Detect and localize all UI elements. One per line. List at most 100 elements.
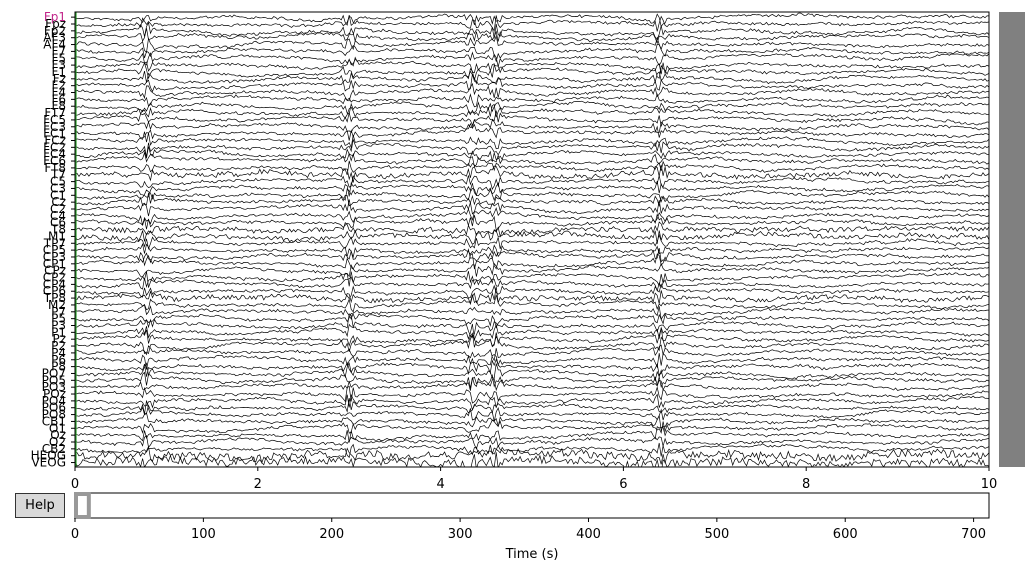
channel-label-CB1[interactable]: CB1: [42, 414, 66, 428]
channel-label-FCz[interactable]: FCz: [44, 133, 66, 147]
channel-label-PO4[interactable]: PO4: [42, 394, 66, 408]
channel-trace-PO3: [75, 376, 989, 392]
channel-trace-O1: [75, 417, 989, 434]
channel-label-F1[interactable]: F1: [51, 65, 66, 79]
channel-label-TP7[interactable]: TP7: [43, 236, 66, 250]
channel-label-Pz[interactable]: Pz: [52, 332, 66, 346]
channel-label-FT8[interactable]: FT8: [44, 161, 66, 175]
overview-xtick-label-500: 500: [704, 527, 729, 542]
channel-label-FC3[interactable]: FC3: [43, 120, 66, 134]
channel-label-Fpz[interactable]: Fpz: [45, 17, 66, 31]
channel-trace-FCz: [75, 132, 989, 150]
channel-trace-PO7: [75, 362, 989, 382]
channel-trace-PO5: [75, 371, 989, 389]
channel-label-P1[interactable]: P1: [51, 325, 66, 339]
channel-label-C3[interactable]: C3: [50, 181, 66, 195]
channel-label-FC1[interactable]: FC1: [43, 127, 66, 141]
channel-label-C5[interactable]: C5: [50, 175, 66, 189]
channel-trace-C3: [75, 180, 989, 198]
channel-label-M1[interactable]: M1: [48, 229, 66, 243]
channel-label-P5[interactable]: P5: [51, 312, 66, 326]
channel-label-CPz[interactable]: CPz: [44, 264, 66, 278]
channel-label-F3[interactable]: F3: [51, 58, 66, 72]
channel-label-C2[interactable]: C2: [50, 202, 66, 216]
channel-trace-P3: [75, 313, 989, 338]
channel-label-T7[interactable]: T7: [50, 168, 66, 182]
channel-label-PO5[interactable]: PO5: [42, 373, 66, 387]
channel-label-F8[interactable]: F8: [51, 99, 66, 113]
channel-label-FT7[interactable]: FT7: [44, 106, 66, 120]
channel-trace-C4: [75, 207, 989, 226]
channel-label-P3[interactable]: P3: [51, 318, 66, 332]
channel-label-M2[interactable]: M2: [48, 298, 66, 312]
channel-label-AF3[interactable]: AF3: [43, 31, 66, 45]
channel-label-P8[interactable]: P8: [51, 360, 66, 374]
channel-label-P7[interactable]: P7: [51, 305, 66, 319]
channel-trace-CB2: [75, 442, 989, 459]
channel-label-VEOG[interactable]: VEOG: [31, 456, 66, 470]
channel-trace-CP3: [75, 248, 989, 267]
channel-trace-P2: [75, 334, 989, 355]
channel-trace-P1: [75, 323, 989, 341]
channel-label-FC6[interactable]: FC6: [43, 154, 66, 168]
channel-label-C1[interactable]: C1: [50, 188, 66, 202]
main-xtick-label-0: 0: [71, 477, 79, 492]
channel-label-P6[interactable]: P6: [51, 353, 66, 367]
channel-trace-POz: [75, 385, 989, 404]
channel-label-AF4[interactable]: AF4: [43, 38, 66, 52]
channel-label-O2[interactable]: O2: [49, 435, 66, 449]
help-button[interactable]: Help: [15, 493, 65, 518]
channel-trace-C2: [75, 199, 989, 217]
channel-trace-Cz: [75, 192, 989, 208]
channel-label-Oz[interactable]: Oz: [50, 428, 66, 442]
channel-trace-C1: [75, 187, 989, 203]
channel-trace-PO8: [75, 404, 989, 422]
channel-label-C6[interactable]: C6: [50, 216, 66, 230]
channel-label-PO7[interactable]: PO7: [42, 366, 66, 380]
channel-label-PO6[interactable]: PO6: [42, 401, 66, 415]
channel-label-FC5[interactable]: FC5: [43, 113, 66, 127]
channel-label-CP4[interactable]: CP4: [43, 277, 66, 291]
channel-label-CB2[interactable]: CB2: [42, 442, 66, 456]
channel-label-C4[interactable]: C4: [50, 209, 66, 223]
channel-label-CP1[interactable]: CP1: [43, 257, 66, 271]
main-xtick-label-4: 4: [436, 477, 444, 492]
channel-label-F4[interactable]: F4: [51, 86, 66, 100]
channel-label-CP6[interactable]: CP6: [43, 284, 66, 298]
main-xtick-label-10: 10: [981, 477, 998, 492]
channel-label-P2[interactable]: P2: [51, 339, 66, 353]
channel-label-TP8[interactable]: TP8: [43, 291, 66, 305]
channel-label-F7[interactable]: F7: [51, 44, 66, 58]
channel-label-CP3[interactable]: CP3: [43, 250, 66, 264]
channel-label-O1[interactable]: O1: [49, 421, 66, 435]
overview-xtick-label-300: 300: [448, 527, 473, 542]
channel-trace-AF3: [75, 27, 989, 45]
channel-trace-CPz: [75, 262, 989, 278]
channel-label-P4[interactable]: P4: [51, 346, 66, 360]
channel-scrollbar[interactable]: [999, 12, 1025, 467]
channel-label-CP2[interactable]: CP2: [43, 271, 66, 285]
channel-trace-CP4: [75, 276, 989, 292]
channel-trace-M2: [75, 294, 989, 313]
channel-label-F2[interactable]: F2: [51, 79, 66, 93]
overview-view-window[interactable]: [74, 492, 91, 519]
channel-label-CP5[interactable]: CP5: [43, 243, 66, 257]
channel-label-POz[interactable]: POz: [43, 387, 66, 401]
channel-label-T8[interactable]: T8: [50, 223, 66, 237]
channel-label-HEOG[interactable]: HEOG: [31, 449, 66, 463]
channel-trace-T8: [75, 221, 989, 237]
channel-label-F6[interactable]: F6: [51, 92, 66, 106]
channel-label-FC4[interactable]: FC4: [43, 147, 66, 161]
channel-trace-FC4: [75, 146, 989, 162]
channel-label-PO8[interactable]: PO8: [42, 408, 66, 422]
channel-label-Fp2[interactable]: Fp2: [44, 24, 66, 38]
channel-trace-FC2: [75, 138, 989, 158]
channel-label-PO3[interactable]: PO3: [42, 380, 66, 394]
channel-label-Cz[interactable]: Cz: [51, 195, 66, 209]
channel-label-Fp1[interactable]: Fp1: [44, 10, 66, 24]
channel-label-F5[interactable]: F5: [51, 51, 66, 65]
channel-label-Fz[interactable]: Fz: [53, 72, 66, 86]
channel-label-FC2[interactable]: FC2: [43, 140, 66, 154]
channel-trace-P5: [75, 312, 989, 329]
channel-trace-CP5: [75, 242, 989, 260]
